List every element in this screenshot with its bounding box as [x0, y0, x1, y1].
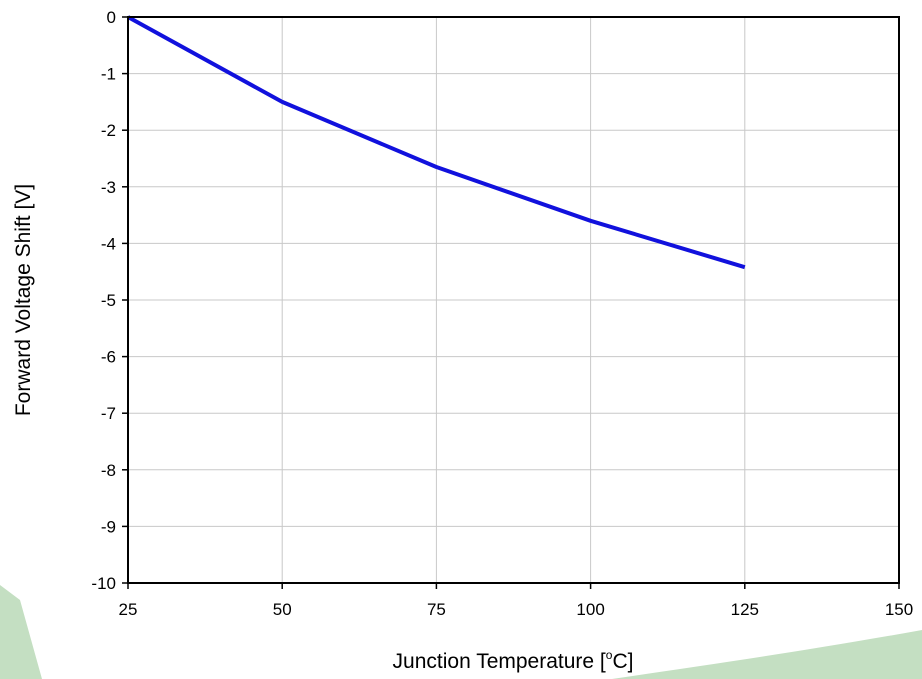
x-tick-label: 25: [119, 600, 138, 619]
x-tick-label: 150: [885, 600, 913, 619]
y-tick-label: -3: [101, 178, 116, 197]
y-tick-label: -7: [101, 404, 116, 423]
grid-lines: [127, 16, 900, 584]
axes: [122, 16, 900, 589]
y-tick-label: -8: [101, 461, 116, 480]
y-tick-label: -2: [101, 121, 116, 140]
y-tick-label: 0: [107, 8, 116, 27]
tick-labels: 25 50 75 100 125 150 0 -1 -2 -3 -4 -5 -6 -7 -8 -9 -10: [91, 8, 913, 619]
y-tick-label: -5: [101, 291, 116, 310]
x-tick-label: 75: [427, 600, 446, 619]
y-tick-label: -1: [101, 65, 116, 84]
degree-superscript: o: [606, 648, 613, 662]
y-tick-label: -4: [101, 234, 116, 253]
y-tick-label: -9: [101, 517, 116, 536]
x-axis-title: Junction Temperature [oC]: [393, 648, 634, 673]
background-decoration: [0, 585, 922, 679]
x-tick-label: 50: [273, 600, 292, 619]
y-tick-label: -6: [101, 348, 116, 367]
x-tick-label: 100: [576, 600, 604, 619]
y-axis-title: Forward Voltage Shift [V]: [12, 184, 35, 416]
x-tick-label: 125: [731, 600, 759, 619]
y-tick-label: -10: [91, 574, 116, 593]
